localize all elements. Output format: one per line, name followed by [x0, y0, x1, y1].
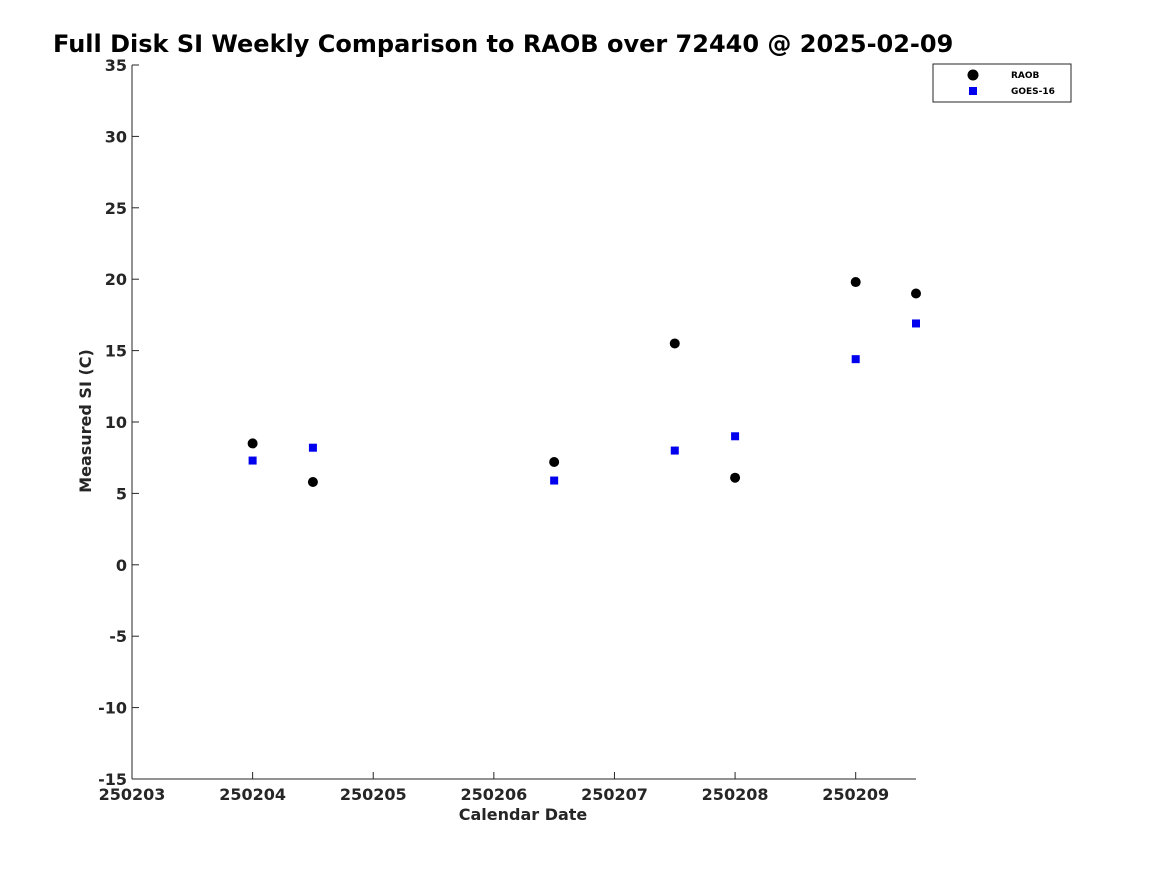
y-tick-label: 20	[105, 270, 127, 289]
y-tick-label: 25	[105, 199, 127, 218]
x-tick-label: 250203	[99, 785, 166, 804]
x-tick-label: 250207	[581, 785, 648, 804]
y-tick-label: 5	[116, 484, 127, 503]
goes16-point	[670, 446, 679, 455]
x-tick-label: 250206	[460, 785, 527, 804]
legend-goes16-label: GOES-16	[1011, 87, 1055, 97]
y-tick-label: 30	[105, 127, 127, 146]
raob-point	[307, 476, 318, 487]
y-tick-label: 0	[116, 556, 127, 575]
x-tick-label: 250204	[219, 785, 286, 804]
raob-point	[911, 288, 921, 299]
goes16-point	[912, 319, 920, 328]
goes16-point	[550, 476, 559, 485]
y-tick-label: 15	[105, 342, 127, 361]
x-axis-label: Calendar Date	[459, 805, 588, 824]
x-tick-label: 250205	[340, 785, 407, 804]
raob-point	[669, 338, 680, 349]
y-tick-label: -5	[109, 627, 127, 646]
y-tick-label: -10	[98, 699, 127, 718]
raob-point	[850, 277, 861, 288]
raob-point	[549, 456, 560, 467]
x-tick-label: 250209	[822, 785, 889, 804]
x-tick-label: 250208	[702, 785, 769, 804]
goes16-point	[731, 432, 740, 441]
legend-goes16-marker	[969, 87, 977, 95]
legend-raob-label: RAOB	[1011, 71, 1040, 81]
y-tick-label: 35	[105, 56, 127, 75]
goes16-point	[308, 443, 317, 452]
legend: RAOB GOES-16	[932, 63, 1072, 103]
y-tick-label: 10	[105, 413, 127, 432]
y-axis-label: Measured SI (C)	[76, 349, 95, 493]
goes16-point	[248, 456, 257, 465]
legend-raob-marker	[967, 69, 979, 81]
legend-box	[932, 63, 1072, 103]
y-tick-label: -15	[98, 770, 127, 789]
goes16-point	[851, 355, 860, 364]
raob-point	[730, 472, 741, 483]
chart-title: Full Disk SI Weekly Comparison to RAOB o…	[53, 30, 953, 58]
raob-point	[247, 438, 258, 449]
